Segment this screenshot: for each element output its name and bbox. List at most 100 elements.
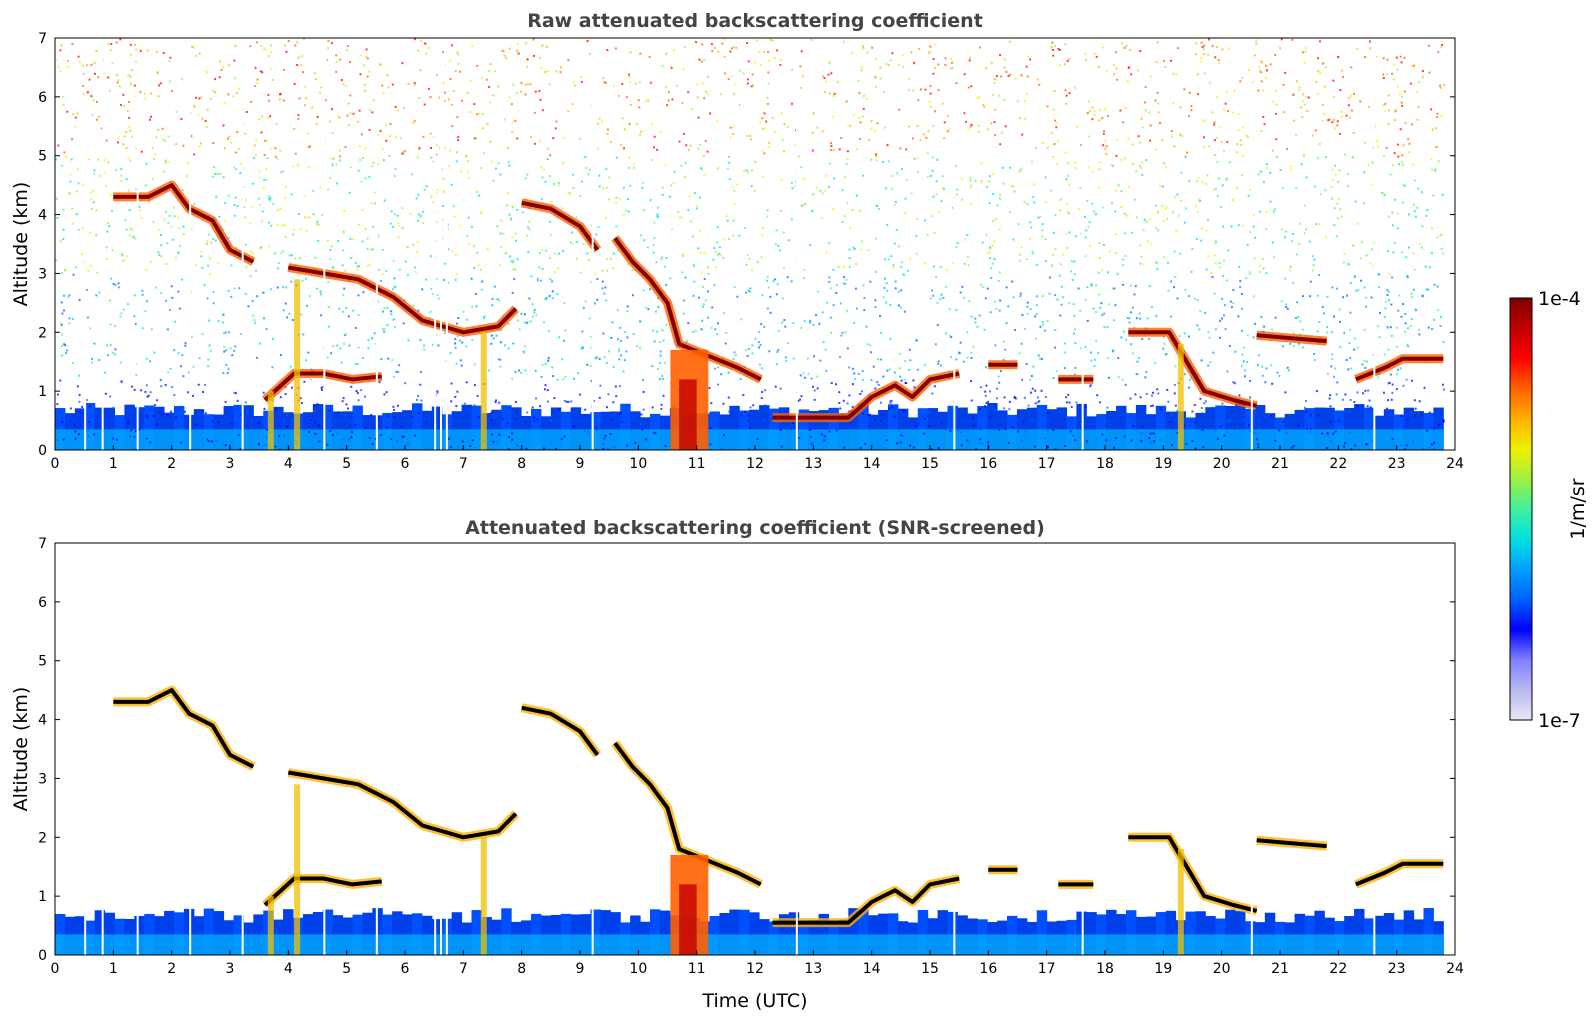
- noise-pixel: [254, 66, 257, 69]
- noise-pixel: [308, 295, 311, 298]
- noise-pixel: [181, 354, 184, 357]
- noise-pixel: [1075, 401, 1078, 404]
- noise-pixel: [366, 75, 369, 78]
- noise-pixel: [647, 308, 650, 311]
- x-tick-label: 21: [1271, 961, 1289, 977]
- noise-pixel: [72, 113, 75, 116]
- noise-pixel: [337, 115, 340, 118]
- noise-pixel: [335, 163, 338, 166]
- noise-pixel: [1101, 433, 1104, 436]
- noise-pixel: [193, 106, 196, 109]
- noise-pixel: [554, 127, 557, 130]
- noise-pixel: [452, 89, 455, 92]
- noise-pixel: [1289, 165, 1292, 168]
- noise-pixel: [1339, 89, 1342, 92]
- noise-pixel: [1077, 287, 1080, 290]
- noise-pixel: [780, 112, 783, 115]
- noise-pixel: [1247, 194, 1250, 197]
- noise-pixel: [93, 342, 96, 345]
- noise-pixel: [475, 305, 478, 308]
- surface-layer-cell: [332, 429, 344, 450]
- noise-pixel: [420, 39, 423, 42]
- noise-pixel: [738, 69, 741, 72]
- noise-pixel: [761, 234, 764, 237]
- top-y-axis-label: Altitude (km): [10, 182, 32, 307]
- noise-pixel: [555, 70, 558, 73]
- surface-layer-cell: [84, 934, 96, 955]
- noise-pixel: [1055, 126, 1058, 129]
- noise-pixel: [1176, 431, 1179, 434]
- noise-pixel: [1249, 188, 1252, 191]
- noise-pixel: [573, 81, 576, 84]
- noise-pixel: [1146, 240, 1149, 243]
- noise-pixel: [345, 403, 348, 406]
- noise-pixel: [200, 255, 203, 258]
- x-tick-label: 5: [342, 961, 351, 977]
- noise-pixel: [1238, 265, 1241, 268]
- noise-pixel: [451, 44, 454, 47]
- noise-pixel: [645, 438, 648, 441]
- surface-layer-cell: [362, 429, 373, 450]
- noise-pixel: [1368, 40, 1371, 43]
- noise-pixel: [821, 74, 824, 77]
- noise-pixel: [750, 85, 753, 88]
- noise-pixel: [150, 261, 153, 264]
- noise-pixel: [894, 200, 897, 203]
- noise-pixel: [379, 130, 382, 133]
- noise-pixel: [875, 204, 878, 207]
- noise-pixel: [276, 209, 279, 212]
- noise-pixel: [239, 448, 242, 450]
- noise-pixel: [1054, 119, 1057, 122]
- noise-pixel: [1322, 62, 1325, 65]
- noise-pixel: [1285, 303, 1288, 306]
- noise-pixel: [1004, 348, 1007, 351]
- noise-pixel: [891, 52, 894, 55]
- noise-pixel: [173, 206, 176, 209]
- noise-pixel: [1270, 364, 1273, 367]
- noise-pixel: [1305, 410, 1308, 413]
- noise-pixel: [1142, 229, 1145, 232]
- x-tick-label: 4: [284, 961, 293, 977]
- noise-pixel: [1216, 412, 1219, 415]
- noise-pixel: [447, 437, 450, 440]
- noise-pixel: [441, 237, 444, 240]
- noise-pixel: [319, 186, 322, 189]
- noise-pixel: [374, 202, 377, 205]
- noise-pixel: [1302, 154, 1305, 157]
- noise-pixel: [1129, 397, 1132, 400]
- noise-pixel: [1074, 161, 1077, 164]
- noise-pixel: [1037, 354, 1040, 357]
- noise-pixel: [979, 408, 982, 411]
- noise-pixel: [379, 279, 382, 282]
- noise-pixel: [164, 139, 167, 142]
- noise-pixel: [352, 112, 355, 115]
- noise-pixel: [579, 194, 582, 197]
- noise-pixel: [227, 93, 230, 96]
- noise-pixel: [862, 94, 865, 97]
- noise-pixel: [1135, 317, 1138, 320]
- surface-layer-cell: [1314, 429, 1325, 450]
- surface-layer-cell: [134, 429, 145, 450]
- noise-pixel: [1024, 117, 1027, 120]
- noise-pixel: [829, 162, 832, 165]
- noise-pixel: [778, 249, 781, 252]
- noise-pixel: [284, 185, 287, 188]
- noise-pixel: [888, 407, 891, 410]
- noise-pixel: [851, 406, 854, 409]
- noise-pixel: [506, 422, 509, 425]
- noise-pixel: [945, 285, 948, 288]
- noise-pixel: [539, 405, 542, 408]
- noise-pixel: [127, 157, 130, 160]
- surface-layer-cell: [897, 429, 909, 450]
- noise-pixel: [1004, 125, 1007, 128]
- noise-pixel: [1438, 423, 1441, 426]
- noise-pixel: [1028, 378, 1031, 381]
- noise-pixel: [1307, 96, 1310, 99]
- noise-pixel: [1200, 239, 1203, 242]
- noise-pixel: [391, 288, 394, 291]
- noise-pixel: [498, 401, 501, 404]
- noise-pixel: [744, 410, 747, 413]
- boundary-layer-cell: [1195, 911, 1206, 955]
- noise-pixel: [917, 48, 920, 51]
- noise-pixel: [563, 302, 566, 305]
